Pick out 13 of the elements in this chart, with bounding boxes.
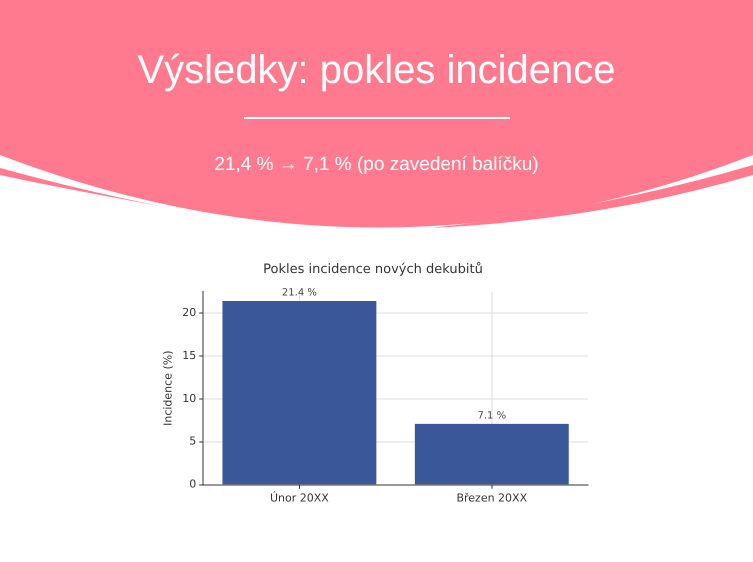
y-tick-label: 15 [182, 348, 196, 362]
data-label: 7.1 % [478, 410, 506, 422]
text: Pokles incidence nových dekubitů [263, 261, 483, 278]
y-tick-label: 0 [189, 478, 196, 491]
x-tick-label: Březen 20XX [456, 491, 528, 504]
data-label: 21.4 % [282, 288, 317, 299]
chart-subtitle: 21,4 % → 7,1 % (po zavedení balíčku) [213, 154, 540, 176]
y-tick-label: 5 [189, 434, 196, 448]
y-axis-title: Incidence (%) [161, 350, 174, 426]
y-tick-label: 20 [182, 306, 196, 319]
chart-title: Výsledky: pokles incidence [136, 48, 617, 93]
y-tick-label: 10 [182, 392, 196, 405]
x-tick-label: Únor 20XX [270, 490, 330, 504]
